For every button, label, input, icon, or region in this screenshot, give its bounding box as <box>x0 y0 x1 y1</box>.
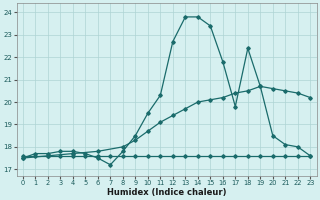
X-axis label: Humidex (Indice chaleur): Humidex (Indice chaleur) <box>107 188 226 197</box>
